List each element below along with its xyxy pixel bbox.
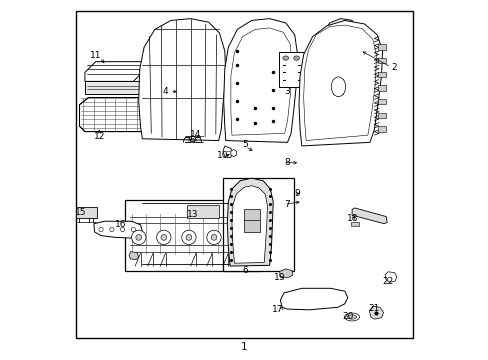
Bar [377,58,385,63]
Polygon shape [280,288,347,310]
Bar [377,72,385,77]
Text: 19: 19 [273,273,285,282]
Circle shape [211,234,217,240]
Ellipse shape [330,77,345,96]
Text: 22: 22 [382,276,393,285]
Polygon shape [298,21,382,146]
Ellipse shape [282,56,288,60]
Polygon shape [230,149,236,157]
Text: 20: 20 [342,312,353,321]
Bar [278,51,304,87]
Circle shape [109,227,114,231]
Bar [377,85,385,91]
Polygon shape [231,186,267,263]
Polygon shape [139,19,225,140]
Text: 4: 4 [162,86,167,95]
Polygon shape [80,98,151,132]
Text: 16: 16 [115,220,126,229]
Text: 8: 8 [284,158,289,167]
Bar [377,99,385,104]
Ellipse shape [344,313,359,321]
Polygon shape [227,178,273,266]
Bar [187,205,219,218]
Text: 13: 13 [186,210,198,219]
Text: 12: 12 [93,132,105,141]
Circle shape [231,230,246,244]
Bar [223,178,293,271]
Circle shape [236,234,242,240]
Polygon shape [368,306,383,319]
Circle shape [120,227,124,231]
Bar [244,209,260,232]
Circle shape [182,230,196,244]
Polygon shape [384,272,396,282]
Polygon shape [279,269,292,278]
Text: 18: 18 [346,214,358,223]
Bar [333,79,343,94]
Text: 17: 17 [271,305,283,314]
Polygon shape [129,252,139,260]
Text: 9: 9 [294,189,300,198]
Polygon shape [351,208,386,224]
Text: 14: 14 [190,130,202,139]
Polygon shape [94,221,142,238]
Polygon shape [223,146,233,158]
Circle shape [99,227,103,231]
Circle shape [206,230,221,244]
Bar [377,126,385,132]
Circle shape [136,234,142,240]
Polygon shape [85,62,142,81]
Text: 15: 15 [74,208,86,217]
Ellipse shape [346,315,356,319]
Text: 3: 3 [284,86,289,95]
Polygon shape [142,65,151,94]
Ellipse shape [293,56,299,60]
Polygon shape [320,19,359,61]
Text: 6: 6 [242,266,247,275]
Text: 2: 2 [390,63,396,72]
Polygon shape [85,81,142,94]
Text: 21: 21 [368,304,379,313]
Bar [377,113,385,118]
Text: 5: 5 [242,140,247,149]
Text: 11: 11 [90,51,101,60]
Circle shape [156,230,171,244]
Circle shape [131,230,145,244]
Circle shape [185,234,191,240]
Bar [76,207,97,218]
Polygon shape [223,19,297,142]
Bar [125,200,261,271]
Text: 7: 7 [284,200,289,209]
Bar [377,44,385,50]
Circle shape [131,227,135,231]
Text: 1: 1 [241,342,247,352]
Bar [351,222,358,226]
Circle shape [161,234,166,240]
Text: 10: 10 [217,151,228,160]
